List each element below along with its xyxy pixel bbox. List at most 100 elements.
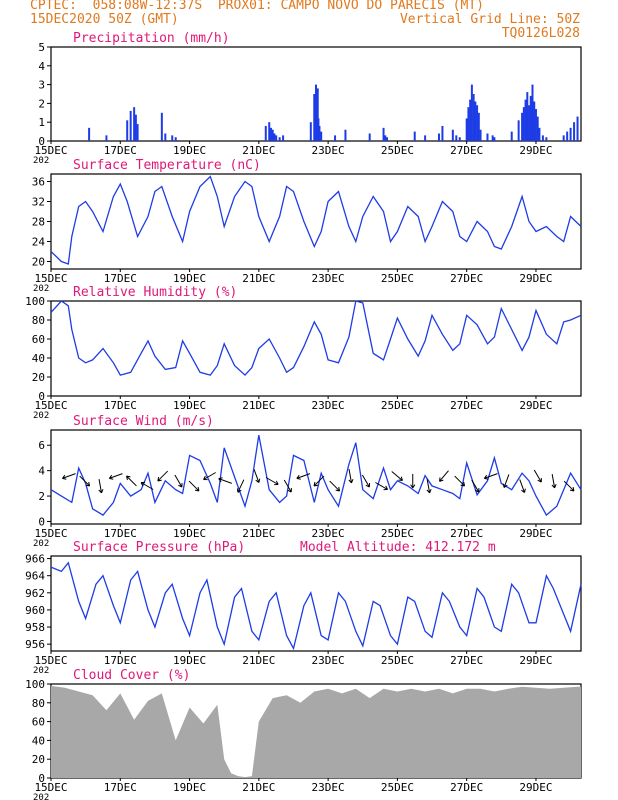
x-year-label: 202 bbox=[33, 156, 49, 166]
precip-bar bbox=[467, 107, 470, 141]
x-year-label: 202 bbox=[33, 666, 49, 676]
x-tick-label: 23DEC bbox=[312, 654, 345, 667]
precip-bar bbox=[164, 133, 167, 141]
x-tick-label: 27DEC bbox=[450, 399, 483, 412]
precip-bar bbox=[573, 122, 576, 141]
y-tick-label: 960 bbox=[25, 604, 45, 617]
y-tick-label: 60 bbox=[32, 716, 45, 729]
precip-bar bbox=[136, 124, 139, 141]
wind-arrow bbox=[519, 479, 526, 493]
precip-bar bbox=[469, 99, 472, 141]
precip-bar bbox=[386, 137, 389, 141]
precip-bar bbox=[269, 127, 272, 141]
precip-bar bbox=[534, 109, 537, 141]
precip-bar bbox=[526, 92, 529, 141]
wind-arrow bbox=[62, 473, 76, 480]
precip-bar bbox=[470, 84, 473, 141]
x-tick-label: 29DEC bbox=[519, 399, 552, 412]
precip-bar bbox=[133, 107, 136, 141]
precip-bar bbox=[334, 135, 337, 141]
y-tick-label: 2 bbox=[38, 490, 45, 503]
wind-arrow bbox=[563, 480, 575, 492]
wind-arrow bbox=[375, 482, 389, 491]
x-tick-label: 25DEC bbox=[381, 272, 414, 285]
y-tick-label: 32 bbox=[32, 196, 45, 209]
x-year-label: 202 bbox=[33, 539, 49, 549]
precip-bar bbox=[129, 110, 132, 141]
panel-rh: Relative Humidity (%) 0 20 40 60 80 100 15DEC 17… bbox=[25, 285, 582, 421]
x-tick-label: 23DEC bbox=[312, 527, 345, 540]
y-tick-label: 6 bbox=[38, 439, 45, 452]
precip-bar bbox=[313, 94, 316, 141]
panel-title: Precipitation (mm/h) bbox=[73, 31, 230, 46]
x-tick-label: 15DEC bbox=[34, 272, 67, 285]
panel-title: Surface Pressure (hPa) bbox=[73, 540, 245, 555]
precip-bar bbox=[477, 112, 480, 141]
x-tick-label: 25DEC bbox=[381, 144, 414, 157]
x-tick-label: 17DEC bbox=[104, 654, 137, 667]
y-tick-label: 60 bbox=[32, 333, 45, 346]
x-tick-label: 29DEC bbox=[519, 144, 552, 157]
precip-bar bbox=[541, 135, 544, 141]
precip-bar bbox=[545, 137, 548, 141]
precip-bar bbox=[317, 118, 320, 141]
pres-series-line bbox=[50, 561, 582, 651]
x-tick-label: 23DEC bbox=[312, 781, 345, 794]
precip-bar bbox=[533, 101, 536, 141]
x-tick-label: 23DEC bbox=[312, 272, 345, 285]
precip-bar bbox=[384, 135, 387, 141]
precip-bar bbox=[318, 125, 321, 141]
y-tick-label: 80 bbox=[32, 697, 45, 710]
x-tick-label: 25DEC bbox=[381, 399, 414, 412]
precip-bar bbox=[278, 137, 281, 141]
x-tick-label: 19DEC bbox=[173, 144, 206, 157]
header-model-id: TQ0126L028 bbox=[501, 26, 580, 41]
x-tick-label: 15DEC bbox=[34, 527, 67, 540]
precip-bar bbox=[309, 122, 312, 141]
y-tick-label: 956 bbox=[25, 638, 45, 651]
wind-arrow bbox=[108, 473, 123, 480]
precip-bar bbox=[562, 135, 565, 141]
precip-bar bbox=[344, 129, 347, 141]
wind-arrow bbox=[296, 473, 311, 480]
x-tick-label: 15DEC bbox=[34, 399, 67, 412]
x-tick-label: 19DEC bbox=[173, 272, 206, 285]
x-tick-label: 19DEC bbox=[173, 527, 206, 540]
y-tick-label: 40 bbox=[32, 734, 45, 747]
x-tick-label: 21DEC bbox=[242, 399, 275, 412]
y-tick-label: 36 bbox=[32, 176, 45, 189]
precip-bar bbox=[479, 129, 482, 141]
panel-cloud: Cloud Cover (%) 0 20 40 60 80 100 15DEC 17DEC 19D… bbox=[25, 668, 582, 800]
x-tick-label: 21DEC bbox=[242, 781, 275, 794]
x-tick-label: 17DEC bbox=[104, 399, 137, 412]
precip-bar bbox=[529, 95, 532, 141]
x-tick-label: 15DEC bbox=[34, 654, 67, 667]
wind-arrow bbox=[203, 472, 216, 481]
y-tick-label: 20 bbox=[32, 371, 45, 384]
precip-bar bbox=[576, 116, 579, 141]
panel-precip: Precipitation (mm/h) 0 1 2 3 4 5 15DEC 17DEC 19DE… bbox=[33, 31, 582, 166]
precip-bar bbox=[465, 118, 468, 141]
wind-arrow bbox=[79, 475, 91, 487]
y-tick-label: 100 bbox=[25, 678, 45, 691]
plot-frame bbox=[50, 173, 582, 270]
precip-bar bbox=[493, 137, 496, 141]
precip-bar bbox=[486, 133, 489, 141]
x-tick-label: 19DEC bbox=[173, 654, 206, 667]
panel-title: Surface Wind (m/s) bbox=[73, 414, 214, 429]
wind-arrow bbox=[426, 479, 432, 494]
wind-arrow bbox=[140, 481, 154, 490]
wind-arrow bbox=[502, 474, 510, 488]
y-tick-label: 964 bbox=[25, 570, 45, 583]
temp-series-line bbox=[50, 175, 582, 265]
x-tick-label: 29DEC bbox=[519, 272, 552, 285]
wind-arrow bbox=[98, 479, 104, 494]
precip-bar bbox=[437, 133, 440, 141]
y-tick-label: 20 bbox=[32, 256, 45, 269]
precip-bar bbox=[474, 101, 477, 141]
y-tick-label: 3 bbox=[38, 79, 45, 92]
y-tick-label: 2 bbox=[38, 97, 45, 110]
x-tick-label: 25DEC bbox=[381, 654, 414, 667]
wind-arrow bbox=[157, 470, 169, 482]
y-tick-label: 962 bbox=[25, 587, 45, 600]
